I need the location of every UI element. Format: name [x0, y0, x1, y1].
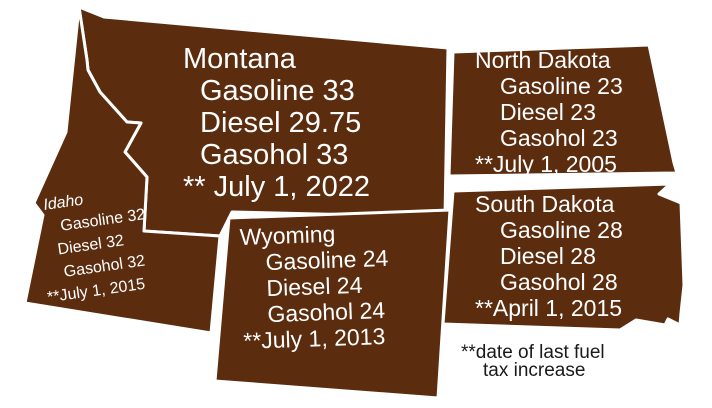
svg-text:North Dakota: North Dakota: [475, 47, 611, 73]
svg-text:Gasohol 28: Gasohol 28: [500, 269, 618, 295]
svg-text:Montana: Montana: [183, 43, 297, 75]
svg-text:Gasoline 24: Gasoline 24: [265, 245, 389, 275]
svg-text:Gasohol 24: Gasohol 24: [267, 297, 386, 327]
svg-text:Diesel 29.75: Diesel 29.75: [200, 107, 361, 139]
svg-text:**July 1, 2013: **July 1, 2013: [243, 323, 386, 354]
svg-text:Diesel 24: Diesel 24: [266, 272, 363, 301]
svg-text:Gasohol 33: Gasohol 33: [200, 139, 348, 171]
svg-text:South Dakota: South Dakota: [475, 191, 615, 217]
svg-text:Diesel 28: Diesel 28: [500, 243, 596, 269]
svg-text:**April 1, 2015: **April 1, 2015: [475, 295, 622, 321]
svg-text:**July 1, 2005: **July 1, 2005: [475, 151, 617, 177]
svg-text:** July 1, 2022: ** July 1, 2022: [183, 171, 370, 203]
svg-text:Gasoline 33: Gasoline 33: [200, 75, 355, 107]
svg-text:Gasoline 28: Gasoline 28: [500, 217, 623, 243]
svg-text:tax increase: tax increase: [483, 360, 585, 381]
svg-text:Gasoline 23: Gasoline 23: [500, 73, 623, 99]
svg-text:Gasohol 23: Gasohol 23: [500, 125, 618, 151]
svg-text:Diesel 23: Diesel 23: [500, 99, 596, 125]
svg-text:Wyoming: Wyoming: [239, 221, 336, 250]
